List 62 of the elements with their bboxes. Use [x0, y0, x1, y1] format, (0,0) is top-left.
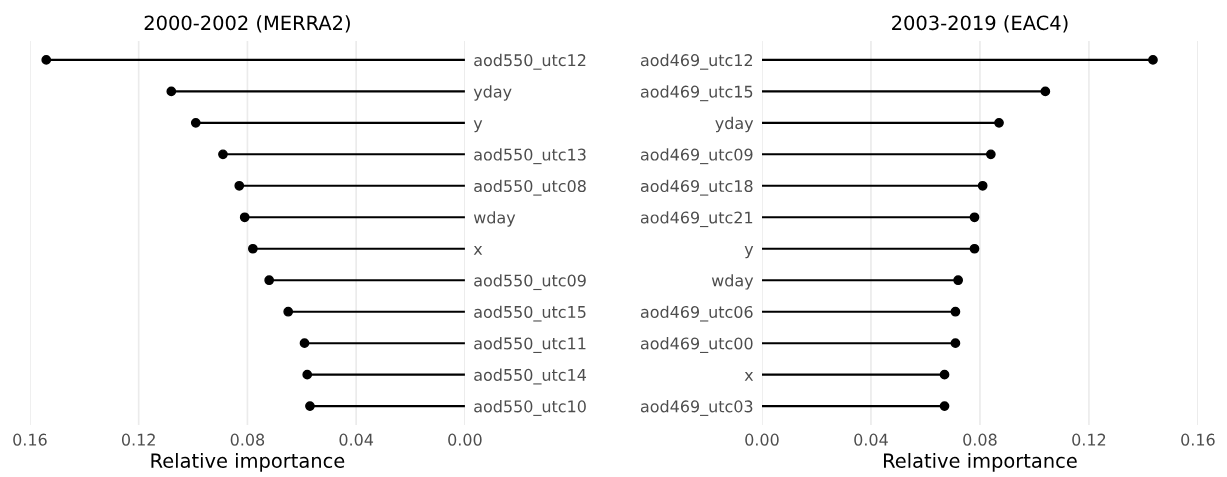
point: [939, 369, 950, 380]
y-tick-label: aod550_utc11: [474, 337, 586, 354]
y-tick-label: y: [473, 120, 483, 133]
point: [994, 117, 1004, 128]
x-tick-label: 0.08: [230, 433, 265, 446]
y-tick-label: aod469_utc12: [640, 53, 753, 70]
chart-title: 2000-2002 (MERRA2): [144, 15, 350, 33]
y-tick-label: aod550_utc13: [474, 148, 586, 165]
x-tick-label: 0.00: [745, 433, 779, 446]
y-tick-label: aod469_utc06: [640, 305, 753, 322]
y-tick-label: aod469_utc18: [640, 179, 753, 196]
y-tick-label: aod550_utc15: [474, 305, 586, 322]
x-axis-title: Relative importance: [151, 452, 345, 472]
x-tick-label: 0.04: [339, 433, 374, 446]
y-tick-label: aod550_utc09: [474, 274, 586, 291]
x-tick-label: 0.00: [448, 433, 482, 446]
point: [218, 149, 228, 160]
x-tick-label: 0.04: [854, 433, 888, 446]
point: [985, 149, 996, 160]
x-axis-title: Relative importance: [884, 452, 1077, 472]
point: [190, 117, 201, 128]
point: [1040, 86, 1051, 97]
point: [234, 180, 245, 191]
point: [1148, 55, 1158, 65]
y-tick-label: aod550_utc12: [474, 53, 586, 70]
y-tick-label: aod469_utc21: [640, 211, 753, 228]
point: [953, 275, 964, 286]
y-tick-label: wday: [473, 211, 516, 227]
point: [247, 243, 258, 254]
point: [305, 401, 315, 411]
x-tick-label: 0.16: [13, 433, 47, 446]
point: [239, 212, 250, 223]
point: [41, 55, 52, 65]
y-tick-label: aod469_utc09: [640, 148, 753, 165]
point: [969, 243, 980, 254]
y-tick-label: y: [744, 246, 754, 259]
x-tick-label: 0.08: [963, 433, 997, 446]
point: [302, 369, 313, 380]
y-tick-label: x: [744, 371, 754, 381]
y-tick-label: wday: [711, 274, 754, 290]
point: [166, 86, 177, 97]
y-tick-label: x: [473, 246, 483, 255]
point: [969, 212, 980, 223]
y-tick-label: aod550_utc10: [474, 400, 586, 416]
y-tick-label: yday: [473, 85, 512, 101]
y-tick-label: aod469_utc15: [640, 85, 753, 102]
y-tick-label: yday: [715, 116, 754, 133]
y-tick-label: aod469_utc03: [640, 400, 753, 416]
y-tick-label: aod469_utc00: [640, 337, 753, 354]
point: [977, 180, 988, 191]
chart-title: 2003-2019 (EAC4): [892, 15, 1068, 33]
point: [950, 338, 961, 349]
x-tick-label: 0.16: [1181, 433, 1215, 446]
y-tick-label: aod550_utc14: [474, 368, 587, 385]
y-tick-label: aod550_utc08: [474, 179, 586, 196]
point: [283, 306, 294, 317]
x-tick-label: 0.12: [121, 433, 155, 446]
x-tick-label: 0.12: [1072, 433, 1106, 446]
point: [264, 275, 275, 286]
point: [950, 306, 961, 317]
point: [299, 338, 310, 349]
point: [939, 401, 950, 411]
